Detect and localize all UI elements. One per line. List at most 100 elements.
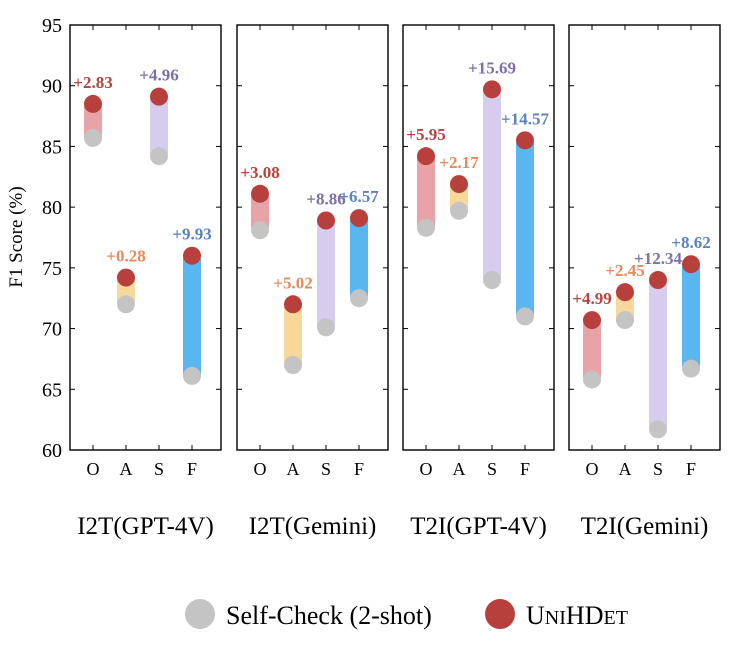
x-tick-label: F <box>354 459 364 479</box>
gain-label: +2.17 <box>439 153 479 172</box>
y-tick-label: 70 <box>42 319 62 341</box>
self-check-point <box>417 218 435 237</box>
y-tick-label: 65 <box>42 379 62 401</box>
unihdet-point <box>117 268 135 287</box>
unihdet-point <box>649 271 667 289</box>
self-check-point <box>516 307 534 326</box>
unihdet-point <box>516 131 534 150</box>
self-check-point <box>483 271 501 289</box>
gain-label: +8.86 <box>306 190 345 209</box>
panel-title: T2I(GPT-4V) <box>410 513 547 540</box>
x-tick-label: O <box>420 459 433 479</box>
y-tick-label: 75 <box>42 258 62 280</box>
y-tick-label: 85 <box>42 136 62 158</box>
range-bar <box>317 220 335 328</box>
legend-label-char: H <box>566 601 585 630</box>
x-tick-label: S <box>321 459 331 479</box>
self-check-point <box>251 221 269 240</box>
range-bar <box>516 140 534 317</box>
panel-frame <box>69 24 222 451</box>
range-bar <box>251 193 269 231</box>
range-bar <box>483 89 501 280</box>
self-check-point <box>284 356 302 374</box>
y-tick-label: 90 <box>42 76 62 98</box>
range-bar <box>682 264 700 369</box>
legend-marker-unihdet <box>485 599 515 629</box>
range-bar <box>350 218 368 299</box>
x-tick-label: A <box>453 459 466 479</box>
x-tick-label: F <box>187 459 197 479</box>
self-check-point <box>84 128 102 147</box>
gain-label: +2.83 <box>73 73 112 92</box>
panel-title: I2T(GPT-4V) <box>77 513 214 540</box>
legend-label-char: I <box>559 607 566 629</box>
unihdet-point <box>183 246 201 265</box>
gain-label: +8.62 <box>671 233 710 252</box>
self-check-point <box>583 370 601 389</box>
unihdet-point <box>284 295 302 314</box>
unihdet-point <box>682 255 700 274</box>
panel-frame <box>568 24 721 451</box>
gain-label: +5.02 <box>273 273 312 292</box>
range-bar <box>183 255 201 376</box>
x-tick-label: S <box>487 459 497 479</box>
gain-label: +14.57 <box>501 109 549 128</box>
range-bar <box>150 96 168 157</box>
unihdet-point <box>84 94 102 113</box>
range-bar <box>284 304 302 365</box>
y-tick-label: 60 <box>42 440 62 462</box>
self-check-point <box>649 420 667 439</box>
self-check-point <box>616 311 634 330</box>
gain-label: +6.57 <box>339 187 379 206</box>
x-tick-label: A <box>287 459 300 479</box>
gain-label: +12.34 <box>634 249 682 268</box>
legend-label-self-check: Self-Check (2-shot) <box>226 601 432 630</box>
self-check-point <box>350 289 368 308</box>
x-tick-label: O <box>586 459 599 479</box>
unihdet-point <box>483 80 501 99</box>
panel-title: I2T(Gemini) <box>249 513 377 540</box>
self-check-point <box>682 359 700 378</box>
unihdet-point <box>616 283 634 302</box>
gain-label: +2.45 <box>605 261 644 280</box>
unihdet-point <box>150 87 168 106</box>
gain-label: +0.28 <box>106 247 145 266</box>
x-tick-label: S <box>154 459 164 479</box>
legend-label-unihdet: UNIHDET <box>526 601 628 630</box>
x-tick-label: O <box>254 459 267 479</box>
range-bar <box>649 280 667 430</box>
unihdet-point <box>450 175 468 194</box>
legend-label-char: T <box>616 607 628 629</box>
gain-label: +3.08 <box>240 163 279 182</box>
self-check-point <box>117 295 135 314</box>
legend-label-char: D <box>585 601 604 630</box>
legend-label-char: N <box>545 607 559 629</box>
unihdet-point <box>350 209 368 228</box>
self-check-point <box>317 318 335 337</box>
range-bar <box>583 320 601 380</box>
x-tick-label: O <box>87 459 100 479</box>
legend-label-char: U <box>526 601 545 630</box>
y-axis-label: F1 Score (%) <box>6 186 27 287</box>
unihdet-point <box>317 211 335 230</box>
panel-frame <box>236 24 389 451</box>
unihdet-point <box>251 184 269 203</box>
gain-label: +15.69 <box>468 58 516 77</box>
self-check-point <box>450 201 468 220</box>
gain-label: +4.96 <box>139 66 178 85</box>
gain-label: +9.93 <box>172 225 211 244</box>
unihdet-point <box>417 147 435 166</box>
self-check-point <box>150 147 168 166</box>
y-tick-label: 95 <box>42 15 62 37</box>
x-tick-label: F <box>686 459 696 479</box>
panel-title: T2I(Gemini) <box>581 513 709 540</box>
gain-label: +4.99 <box>572 289 611 308</box>
unihdet-point <box>583 311 601 330</box>
range-bar <box>84 103 102 138</box>
legend-marker-self-check <box>185 599 215 629</box>
x-tick-label: A <box>619 459 632 479</box>
x-tick-label: A <box>120 459 133 479</box>
x-tick-label: F <box>520 459 530 479</box>
